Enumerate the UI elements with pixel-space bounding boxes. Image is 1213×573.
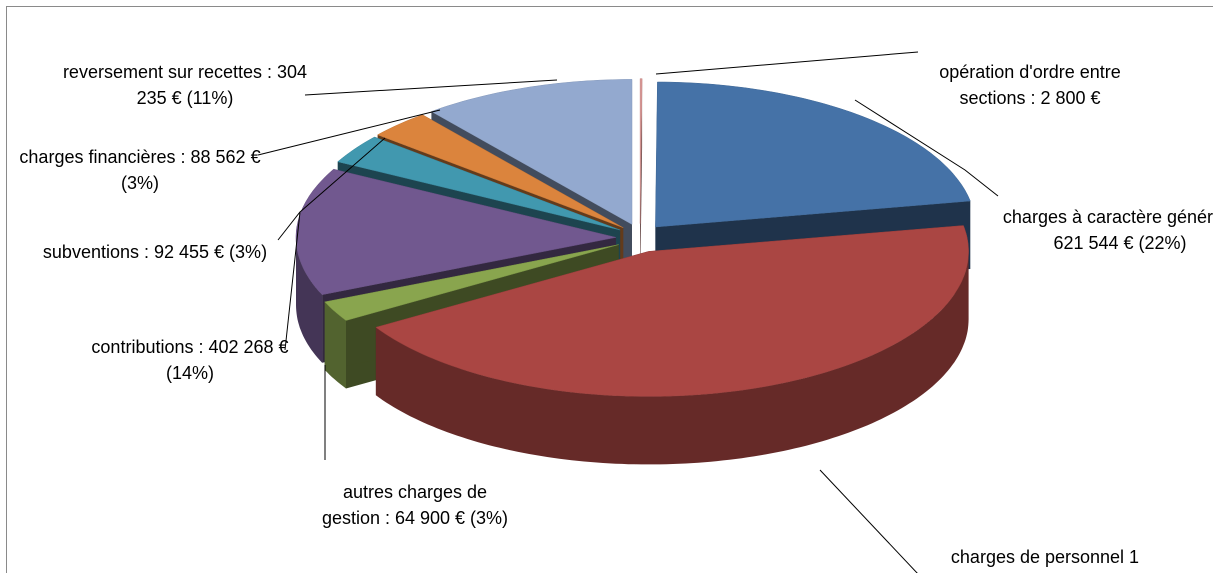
slice-top — [295, 168, 617, 295]
data-label: opération d'ordre entre sections : 2 800… — [939, 62, 1121, 108]
data-label: charges de personnel 1 243 758 € (44%) — [950, 547, 1140, 567]
slice-outer-side — [296, 237, 323, 363]
data-label: autres charges de gestion : 64 900 € (3%… — [321, 482, 509, 528]
leader-line — [304, 79, 558, 96]
data-label: charges financières : 88 562 € (3%) — [19, 147, 261, 193]
leader-line — [819, 469, 918, 573]
data-label: reversement sur recettes : 304 235 € (11… — [62, 62, 308, 108]
slice-top — [655, 81, 971, 228]
leader-line — [257, 109, 441, 156]
leader-line — [655, 51, 919, 75]
slice-outer-side — [375, 251, 969, 465]
slice-top — [376, 114, 624, 228]
slice-top — [337, 136, 621, 231]
slice-top — [639, 78, 643, 224]
slice-top — [324, 244, 619, 321]
leader-line — [277, 137, 386, 241]
slice-top — [375, 225, 969, 397]
data-label: subventions : 92 455 € (3%) — [42, 242, 268, 262]
slice-top — [430, 79, 633, 225]
chart-frame — [6, 6, 1213, 573]
leader-line — [284, 211, 301, 351]
leader-line — [854, 99, 999, 197]
slice — [639, 78, 643, 292]
data-label: charges à caractère général : 621 544 € … — [1002, 207, 1213, 253]
data-label: contributions : 402 268 € (14%) — [91, 337, 289, 383]
slice-outer-side — [324, 301, 346, 389]
slice — [375, 225, 969, 465]
